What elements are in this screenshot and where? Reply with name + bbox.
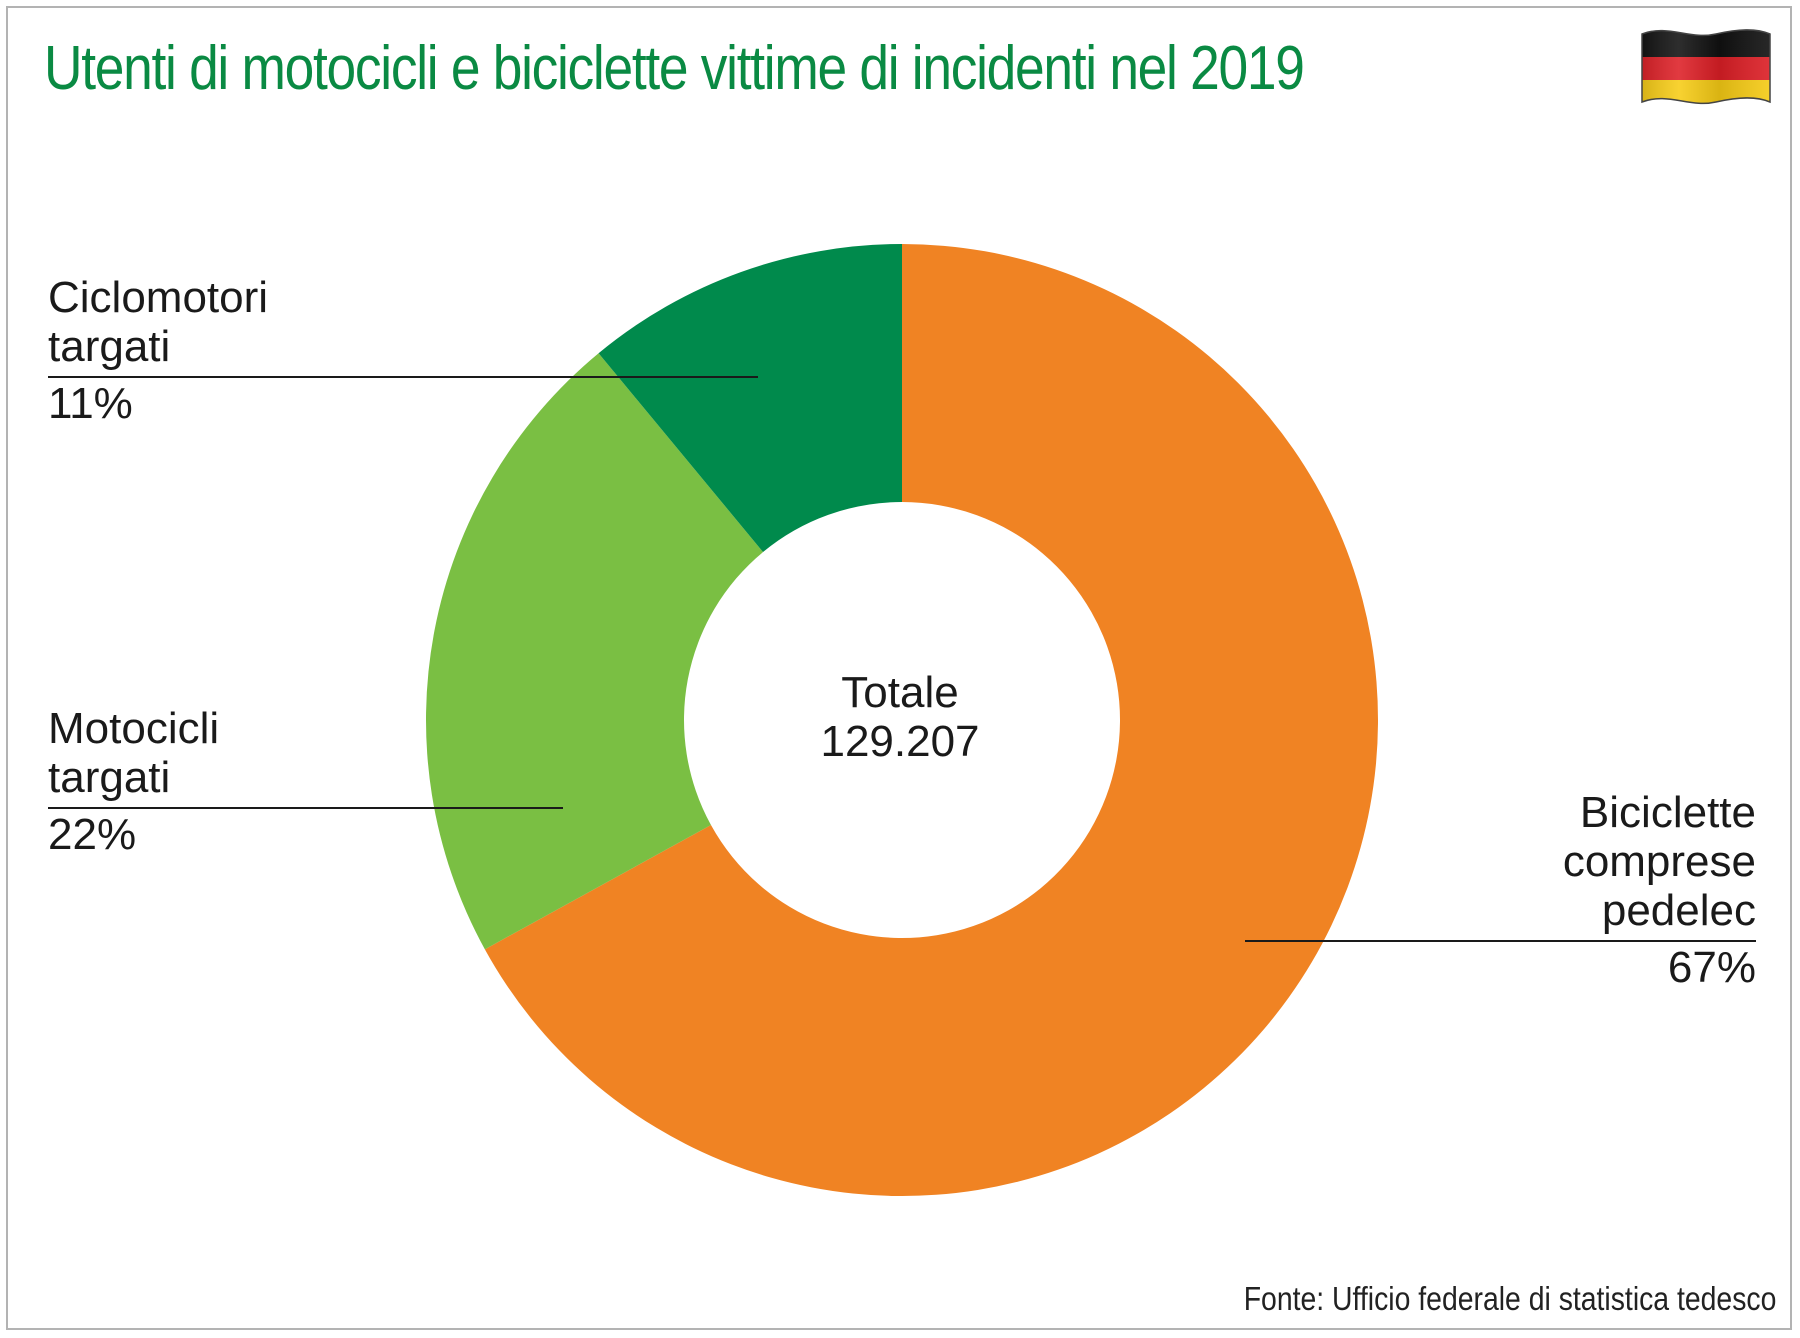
- germany-flag-icon: [1641, 29, 1771, 105]
- slice-value-label: 22%: [48, 810, 137, 859]
- source-note: Fonte: Ufficio federale di statistica te…: [1243, 1280, 1776, 1317]
- slice-name-line: comprese: [1562, 837, 1756, 886]
- donut-center-total: Totale 129.207: [800, 668, 1000, 766]
- slice-name-line: pedelec: [1601, 886, 1756, 935]
- slice-value-label: 11%: [48, 379, 133, 428]
- center-value: 129.207: [820, 717, 980, 766]
- slice-name-line: Biciclette: [1579, 788, 1756, 837]
- slice-label-biciclette: Biciclette comprese pedelec 67%: [1563, 788, 1756, 992]
- slice-name-line: targati: [48, 322, 171, 371]
- slice-ciclomotori: [598, 244, 902, 553]
- slice-label-motocicli: Motocicli targati 22%: [48, 704, 219, 859]
- center-label: Totale: [841, 668, 959, 717]
- slice-biciclette: [484, 244, 1378, 1196]
- chart-title: Utenti di motocicli e biciclette vittime…: [44, 34, 1305, 103]
- slice-motocicli: [426, 353, 764, 950]
- slice-name-line: Ciclomotori: [48, 273, 269, 322]
- slice-value-label: 67%: [1667, 943, 1756, 992]
- slice-name-line: targati: [48, 753, 171, 802]
- slice-name-line: Motocicli: [48, 704, 220, 753]
- slice-label-ciclomotori: Ciclomotori targati 11%: [48, 273, 268, 428]
